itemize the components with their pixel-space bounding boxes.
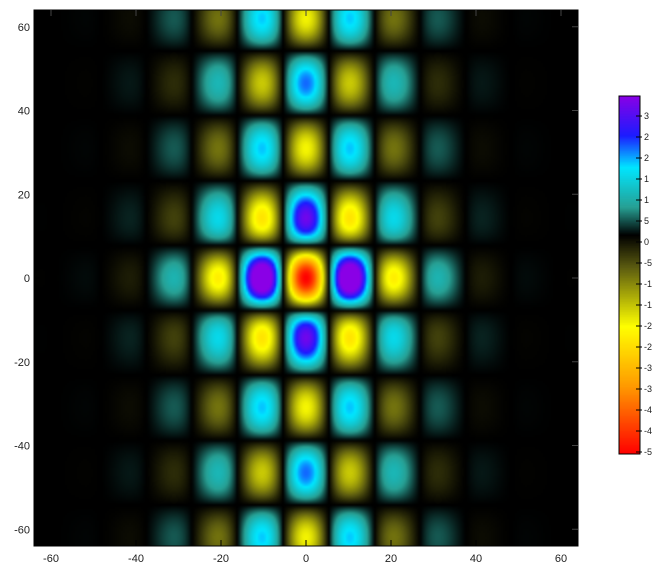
- y-tick-label: 60: [18, 22, 30, 34]
- x-tick-label: -20: [213, 553, 229, 565]
- colorbar-tick-label: 1: [644, 195, 649, 205]
- colorbar-tick-label: -1: [644, 279, 652, 289]
- y-tick-label: 40: [18, 106, 30, 118]
- x-tick-label: 60: [555, 553, 567, 565]
- colorbar-tick-label: -5: [644, 447, 652, 457]
- x-axis: -60 -40 -20 0 20 40 60: [43, 10, 567, 565]
- colorbar-tick-label: -2: [644, 342, 652, 352]
- x-tick-label: 0: [303, 553, 309, 565]
- colorbar-gradient: [619, 96, 640, 454]
- x-tick-label: 40: [470, 553, 482, 565]
- y-tick-label: 20: [18, 189, 30, 201]
- colorbar-axis: 3 2 2 1 1 5 0 -5 -1 -1 -2 -2 -3 -3 -4 -4 -5: [636, 111, 652, 457]
- colorbar-tick-label: -3: [644, 363, 652, 373]
- y-axis: 60 40 20 0 -20 -40 -60: [14, 22, 578, 536]
- colorbar-tick-label: -4: [644, 426, 652, 436]
- colorbar-tick-label: -1: [644, 300, 652, 310]
- colorbar-tick-label: -2: [644, 321, 652, 331]
- x-tick-label: -60: [43, 553, 59, 565]
- colorbar-tick-label: 0: [644, 237, 649, 247]
- y-tick-label: -20: [14, 357, 30, 369]
- colorbar-tick-label: -3: [644, 384, 652, 394]
- y-tick-label: -60: [14, 524, 30, 536]
- colorbar-tick-label: 2: [644, 132, 649, 142]
- colorbar-tick-label: 3: [644, 111, 649, 121]
- colorbar-tick-label: -5: [644, 258, 652, 268]
- colorbar-tick-label: -4: [644, 405, 652, 415]
- colorbar-frame: [618, 95, 641, 455]
- colorbar-tick-label: 1: [644, 174, 649, 184]
- y-tick-label: 0: [24, 273, 30, 285]
- heatmap-image: [34, 10, 578, 546]
- colorbar-tick-label: 2: [644, 153, 649, 163]
- y-tick-label: -40: [14, 441, 30, 453]
- colorbar-tick-label: 5: [644, 216, 649, 226]
- x-tick-label: -40: [128, 553, 144, 565]
- x-tick-label: 20: [385, 553, 397, 565]
